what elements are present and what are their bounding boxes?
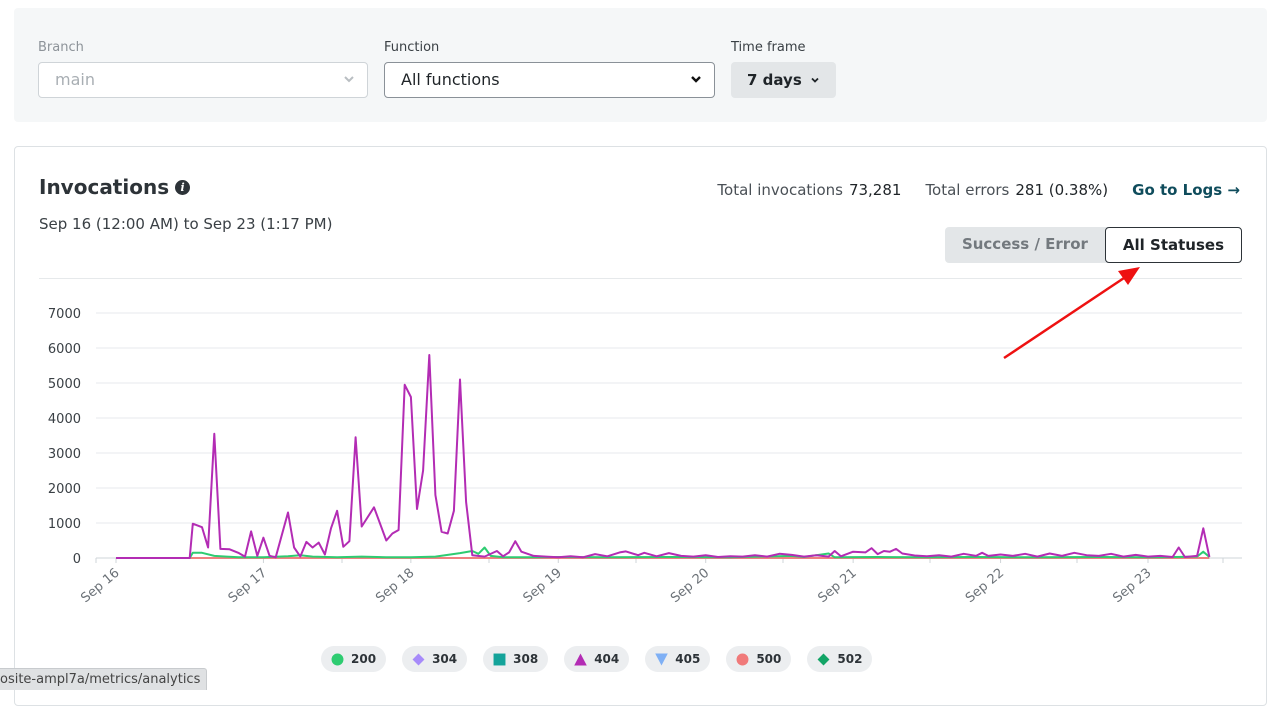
x-tick-label: Sep 17 — [226, 566, 270, 607]
x-tick-label: Sep 20 — [668, 566, 712, 607]
arrow-shaft — [1004, 278, 1124, 358]
x-tick-label: Sep 16 — [78, 566, 122, 607]
chart-series — [116, 355, 1209, 558]
y-tick-label: 4000 — [48, 412, 81, 427]
series-line-404 — [116, 355, 1209, 558]
y-tick-label: 7000 — [48, 307, 81, 322]
status-bar-url: osite-ampl7a/metrics/analytics — [0, 668, 207, 690]
square-marker-icon — [493, 653, 506, 666]
arrow-head — [1118, 267, 1140, 285]
legend-item-200[interactable]: 200 — [321, 646, 386, 672]
x-tick-label: Sep 21 — [815, 566, 859, 607]
legend-item-308[interactable]: 308 — [483, 646, 548, 672]
y-tick-label: 5000 — [48, 377, 81, 392]
diamond-marker-icon — [412, 653, 425, 666]
legend-item-304[interactable]: 304 — [402, 646, 467, 672]
legend-item-500[interactable]: 500 — [726, 646, 791, 672]
y-tick-label: 2000 — [48, 482, 81, 497]
y-tick-label: 3000 — [48, 447, 81, 462]
x-tick-label: Sep 19 — [521, 566, 565, 607]
legend-label: 502 — [837, 652, 862, 666]
legend-label: 308 — [513, 652, 538, 666]
y-tick-label: 0 — [73, 552, 81, 567]
diamond-marker-icon — [817, 653, 830, 666]
x-tick-label: Sep 23 — [1110, 566, 1154, 607]
legend-label: 200 — [351, 652, 376, 666]
legend-item-404[interactable]: 404 — [564, 646, 629, 672]
circle-marker-icon — [331, 653, 344, 666]
chart-grid — [96, 313, 1242, 558]
legend-label: 500 — [756, 652, 781, 666]
series-line-200 — [116, 548, 1209, 559]
triangle-up-marker-icon — [574, 653, 587, 666]
y-axis-ticks: 0 1000 2000 3000 4000 5000 6000 7000 — [48, 307, 81, 567]
legend-item-405[interactable]: 405 — [645, 646, 710, 672]
x-tick-label: Sep 18 — [373, 566, 417, 607]
x-axis-ticks: Sep 16 Sep 17 Sep 18 Sep 19 Sep 20 Sep 21 Sep … — [78, 558, 1223, 606]
x-tick-label: Sep 22 — [963, 566, 1007, 607]
legend-item-502[interactable]: 502 — [807, 646, 872, 672]
triangle-down-marker-icon — [655, 653, 668, 666]
y-tick-label: 6000 — [48, 342, 81, 357]
legend-label: 304 — [432, 652, 457, 666]
legend-label: 404 — [594, 652, 619, 666]
circle-marker-icon — [736, 653, 749, 666]
chart-legend: 200 304 308 404 405 500 502 — [321, 646, 872, 672]
legend-label: 405 — [675, 652, 700, 666]
y-tick-label: 1000 — [48, 517, 81, 532]
